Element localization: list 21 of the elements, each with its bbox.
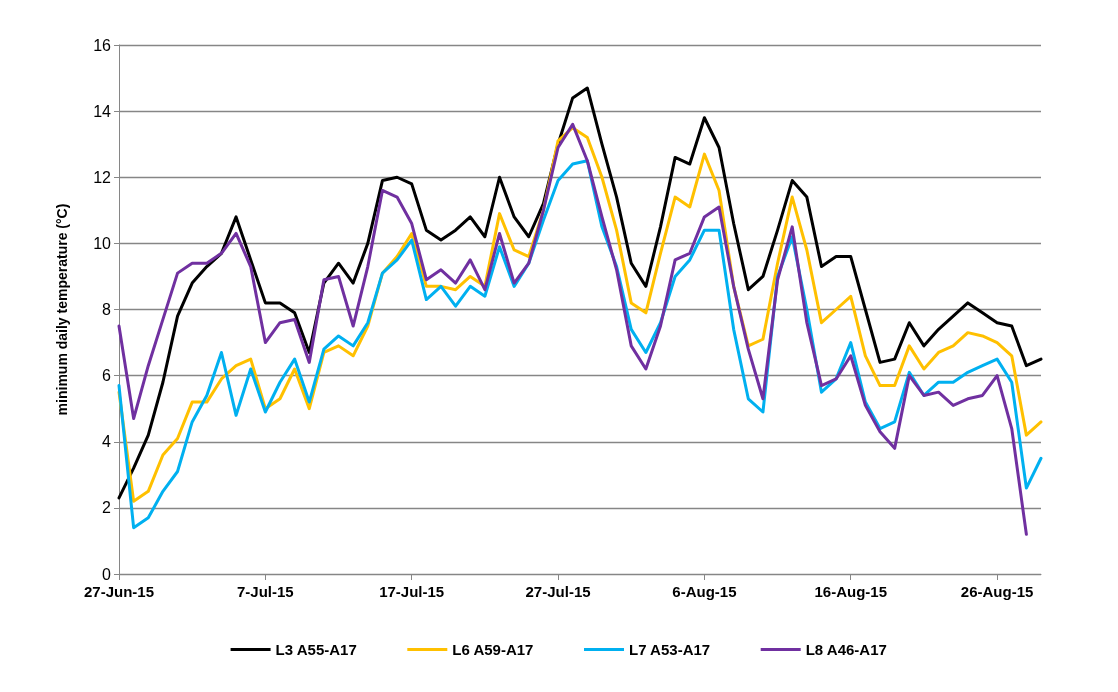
legend-label: L6 A59-A17 [452, 641, 534, 658]
legend-label: L3 A55-A17 [275, 641, 357, 658]
x-tick-label: 7-Jul-15 [237, 583, 294, 600]
x-tick-label: 6-Aug-15 [672, 583, 737, 600]
y-tick-label: 12 [93, 168, 112, 186]
y-tick-label: 10 [93, 234, 112, 252]
x-tick-label: 26-Aug-15 [960, 583, 1034, 600]
y-tick-label: 6 [102, 367, 112, 385]
y-tick-label: 8 [102, 301, 112, 318]
y-tick-label: 14 [93, 102, 112, 120]
x-tick-label: 27-Jun-15 [83, 583, 155, 600]
legend-label: L7 A53-A17 [629, 641, 711, 658]
legend-label: L8 A46-A17 [805, 641, 887, 658]
y-axis-title: minimum daily temperature (°C) [54, 203, 70, 416]
x-tick-label: 17-Jul-15 [379, 583, 445, 600]
y-tick-label: 0 [102, 565, 112, 583]
y-tick-label: 2 [102, 499, 112, 517]
x-tick-label: 27-Jul-15 [525, 583, 591, 600]
y-tick-label: 16 [93, 36, 112, 54]
y-tick-label: 4 [102, 433, 112, 451]
x-tick-label: 16-Aug-15 [814, 583, 888, 600]
